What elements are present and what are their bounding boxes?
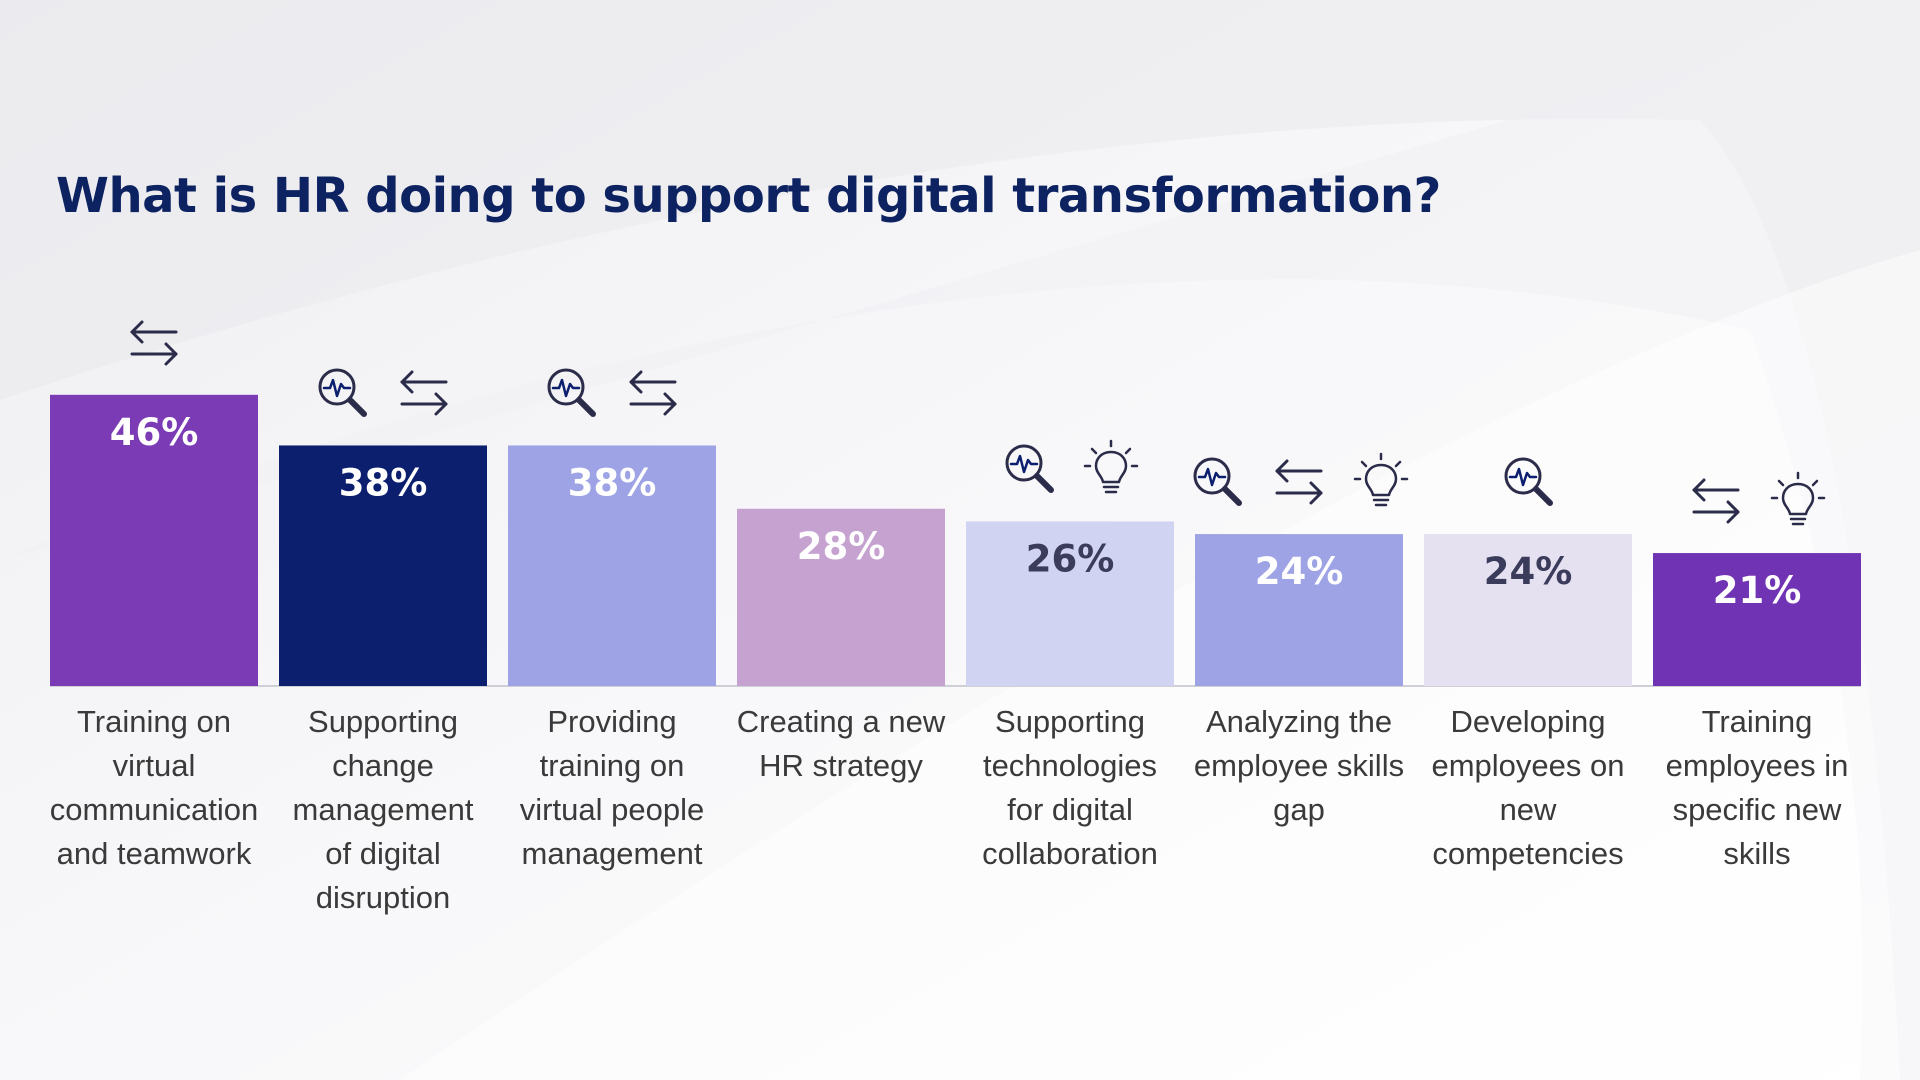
bar bbox=[1653, 553, 1861, 686]
category-label-line: Creating a new bbox=[736, 704, 946, 739]
category-label: Supporting technologies for digital collabo… bbox=[950, 700, 1190, 876]
bar-value-label: 46% bbox=[110, 411, 199, 454]
magnifier-pulse-icon bbox=[312, 362, 372, 422]
category-label-line: employees in bbox=[1665, 748, 1849, 783]
category-label-line: collaboration bbox=[982, 836, 1158, 871]
exchange-arrows-icon bbox=[1269, 451, 1329, 511]
category-label-line: communication bbox=[49, 792, 259, 827]
category-label-line: Analyzing the bbox=[1205, 704, 1393, 739]
category-label-line: skills bbox=[1723, 836, 1791, 871]
category-label-line: Providing bbox=[547, 704, 677, 739]
category-label-line: technologies bbox=[982, 748, 1158, 783]
magnifier-pulse-icon bbox=[541, 362, 601, 422]
category-label: Supporting change management of digital disr… bbox=[263, 700, 503, 920]
category-label-line: management bbox=[292, 792, 474, 827]
category-label-line: Training bbox=[1701, 704, 1813, 739]
magnifier-pulse-icon bbox=[999, 438, 1059, 498]
lightbulb-icon bbox=[1351, 451, 1411, 511]
category-label-line: Supporting bbox=[995, 704, 1145, 739]
bar-value-label: 24% bbox=[1255, 550, 1344, 593]
bar-icon-group bbox=[966, 433, 1174, 503]
bar-icon-group bbox=[1653, 465, 1861, 535]
bar bbox=[1195, 534, 1403, 686]
bar-icon-group bbox=[1193, 446, 1409, 516]
category-label-line: change bbox=[332, 748, 434, 783]
category-label-line: training on bbox=[539, 748, 685, 783]
category-label-line: new bbox=[1499, 792, 1557, 827]
bar-icon-group bbox=[50, 307, 258, 377]
exchange-arrows-icon bbox=[623, 362, 683, 422]
magnifier-pulse-icon bbox=[1187, 451, 1247, 511]
bar-icon-group bbox=[279, 357, 487, 427]
lightbulb-icon bbox=[1081, 438, 1141, 498]
exchange-arrows-icon bbox=[394, 362, 454, 422]
bar-value-label: 21% bbox=[1713, 569, 1802, 612]
category-label-line: Supporting bbox=[308, 704, 458, 739]
exchange-arrows-icon bbox=[124, 312, 184, 372]
bar bbox=[966, 521, 1174, 686]
chart-title: What is HR doing to support digital tran… bbox=[56, 168, 1441, 224]
category-label: Training on virtual communication and teamw… bbox=[34, 700, 274, 876]
category-label-line: HR strategy bbox=[759, 748, 923, 783]
bar-value-label: 26% bbox=[1026, 537, 1115, 580]
bar-value-label: 38% bbox=[339, 461, 428, 504]
bar-value-label: 28% bbox=[797, 525, 886, 568]
category-label: Providing training on virtual people manage… bbox=[492, 700, 732, 876]
category-label-line: management bbox=[521, 836, 703, 871]
category-label-line: gap bbox=[1273, 792, 1325, 827]
category-label-line: disruption bbox=[315, 880, 451, 915]
category-label-line: competencies bbox=[1432, 836, 1624, 871]
category-label-line: and teamwork bbox=[56, 836, 252, 871]
bar-icon-group bbox=[508, 357, 716, 427]
lightbulb-icon bbox=[1768, 470, 1828, 530]
bar bbox=[279, 445, 487, 686]
exchange-arrows-icon bbox=[1686, 470, 1746, 530]
bar-value-label: 38% bbox=[568, 461, 657, 504]
category-label-line: employee skills bbox=[1193, 748, 1405, 783]
category-label-line: employees on bbox=[1431, 748, 1625, 783]
bar bbox=[1424, 534, 1632, 686]
category-label: Analyzing the employee skills gap bbox=[1179, 700, 1419, 832]
category-label: Developing employees on new competencies bbox=[1408, 700, 1648, 876]
bar bbox=[50, 394, 258, 686]
category-label-line: virtual bbox=[112, 748, 196, 783]
bar bbox=[737, 508, 945, 686]
category-label: Training employees in specific new skills bbox=[1637, 700, 1877, 876]
category-label: Creating a new HR strategy bbox=[721, 700, 961, 788]
category-label-line: for digital bbox=[1007, 792, 1133, 827]
category-label-line: Training on bbox=[77, 704, 231, 739]
bar-value-label: 24% bbox=[1484, 550, 1573, 593]
category-label-line: Developing bbox=[1450, 704, 1606, 739]
bar-icon-group bbox=[1424, 446, 1632, 516]
category-label-line: virtual people bbox=[519, 792, 705, 827]
magnifier-pulse-icon bbox=[1498, 451, 1558, 511]
category-label-line: of digital bbox=[325, 836, 441, 871]
category-label-line: specific new bbox=[1672, 792, 1842, 827]
bar bbox=[508, 445, 716, 686]
